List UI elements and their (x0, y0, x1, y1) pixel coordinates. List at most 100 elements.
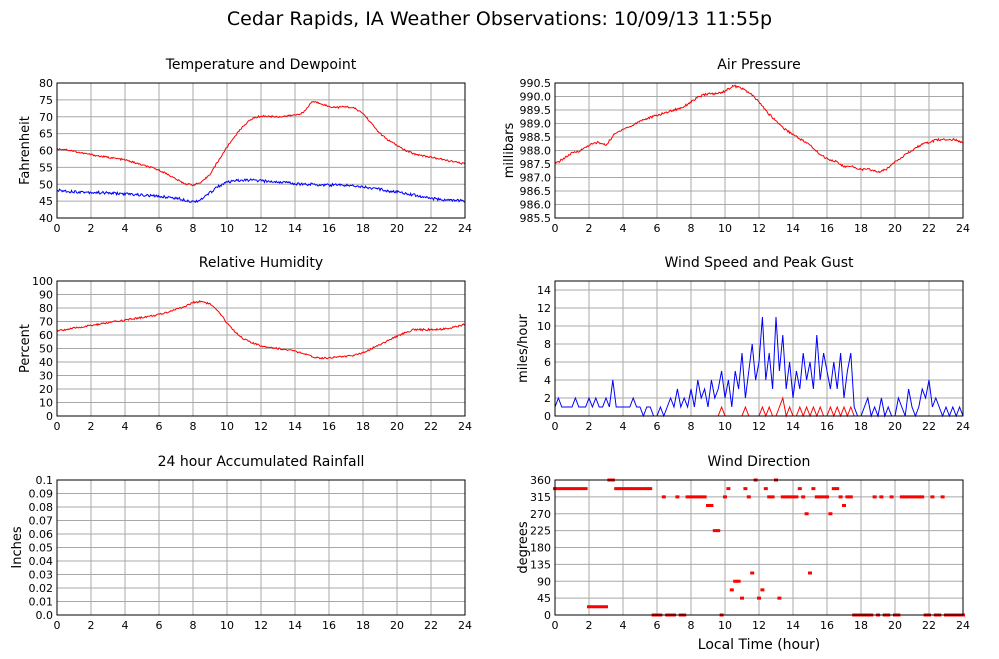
wind-x-tick-label: 0 (552, 420, 559, 433)
wind-x-tick-label: 2 (586, 420, 593, 433)
direction-x-tick-label: 10 (718, 619, 732, 632)
rain-x-tick-label: 0 (54, 619, 61, 632)
direction-y-tick-label: 45 (537, 592, 551, 605)
temp-y-tick-label: 80 (39, 77, 53, 90)
direction-point (638, 487, 642, 491)
rain-y-tick-label: 0.0 (36, 609, 54, 622)
pressure-y-tick-label: 985.5 (520, 212, 552, 225)
direction-point (828, 512, 833, 516)
direction-x-tick-label: 4 (620, 619, 627, 632)
direction-x-tick-label: 20 (888, 619, 902, 632)
direction-point (597, 605, 602, 609)
direction-point (590, 605, 595, 609)
direction-point (906, 495, 911, 499)
direction-point (716, 529, 721, 533)
direction-point (617, 487, 622, 491)
direction-y-tick-label: 270 (530, 508, 551, 521)
pressure-x-tick-label: 22 (922, 222, 936, 235)
direction-point (845, 495, 850, 499)
direction-point (634, 487, 639, 491)
temp-x-tick-label: 0 (54, 222, 61, 235)
direction-point (556, 487, 561, 491)
direction-point (831, 487, 836, 491)
direction-point (743, 487, 748, 491)
temp-chart-title: Temperature and Dewpoint (165, 57, 357, 73)
direction-point (723, 495, 727, 499)
direction-point (587, 605, 591, 609)
direction-x-tick-label: 18 (854, 619, 868, 632)
temp-x-tick-label: 8 (190, 222, 197, 235)
direction-point (811, 487, 816, 491)
direction-point (848, 495, 853, 499)
pressure-y-axis-label: millibars (502, 123, 517, 179)
wind-x-tick-label: 4 (620, 420, 627, 433)
pressure-x-tick-label: 16 (820, 222, 834, 235)
direction-point (842, 504, 846, 507)
pressure-y-tick-label: 990.0 (520, 91, 552, 104)
rain-x-tick-label: 10 (220, 619, 234, 632)
direction-point (821, 495, 826, 499)
direction-point (573, 487, 578, 491)
humidity-x-tick-label: 18 (356, 420, 370, 433)
pressure-y-tick-label: 987.0 (520, 172, 552, 185)
wind-x-tick-label: 16 (820, 420, 834, 433)
rain-x-tick-label: 22 (424, 619, 438, 632)
rain-y-tick-label: 0.03 (29, 569, 54, 582)
rain-y-tick-label: 0.06 (29, 528, 54, 541)
wind-x-tick-label: 10 (718, 420, 732, 433)
temp-x-tick-label: 24 (458, 222, 472, 235)
temp-x-tick-label: 14 (288, 222, 302, 235)
direction-y-tick-label: 0 (544, 609, 551, 622)
direction-y-tick-label: 360 (530, 474, 551, 487)
rain-x-tick-label: 14 (288, 619, 302, 632)
rain-y-tick-label: 0.09 (29, 488, 54, 501)
direction-point (570, 487, 574, 491)
rain-x-tick-label: 8 (190, 619, 197, 632)
humidity-y-tick-label: 20 (39, 383, 53, 396)
direction-chart-title: Wind Direction (708, 454, 811, 470)
humidity-y-tick-label: 70 (39, 316, 53, 329)
direction-point (675, 495, 680, 499)
direction-point (648, 487, 653, 491)
direction-point (583, 487, 588, 491)
wind-y-tick-label: 4 (544, 374, 551, 387)
temp-y-tick-label: 65 (39, 128, 53, 141)
pressure-y-tick-label: 989.5 (520, 104, 552, 117)
direction-point (709, 504, 714, 507)
pressure-x-tick-label: 6 (654, 222, 661, 235)
direction-point (801, 495, 806, 499)
wind-y-tick-label: 8 (544, 338, 551, 351)
direction-point (899, 495, 904, 499)
humidity-x-tick-label: 12 (254, 420, 268, 433)
wind-x-tick-label: 24 (956, 420, 970, 433)
direction-point (614, 487, 619, 491)
rain-chart-title: 24 hour Accumulated Rainfall (158, 454, 365, 470)
direction-point (825, 495, 829, 499)
pressure-y-tick-label: 988.5 (520, 131, 552, 144)
direction-point (763, 487, 768, 491)
temp-x-tick-label: 10 (220, 222, 234, 235)
rain-x-tick-label: 24 (458, 619, 472, 632)
wind-y-axis-label: miles/hour (516, 313, 531, 382)
rain-y-tick-label: 0.1 (36, 474, 54, 487)
humidity-y-tick-label: 10 (39, 397, 53, 410)
direction-point (689, 495, 693, 499)
temp-x-tick-label: 12 (254, 222, 268, 235)
direction-y-axis-label: degrees (516, 521, 531, 574)
temp-frame (56, 82, 466, 219)
wind-y-tick-label: 12 (537, 302, 551, 315)
direction-x-tick-label: 12 (752, 619, 766, 632)
direction-point (580, 487, 585, 491)
direction-point (706, 504, 710, 507)
pressure-x-tick-label: 20 (888, 222, 902, 235)
humidity-y-tick-label: 30 (39, 370, 53, 383)
direction-point (563, 487, 568, 491)
temp-x-tick-label: 4 (122, 222, 129, 235)
humidity-x-tick-label: 24 (458, 420, 472, 433)
rain-x-tick-label: 18 (356, 619, 370, 632)
humidity-x-tick-label: 2 (88, 420, 95, 433)
direction-point (784, 495, 789, 499)
rain-x-tick-label: 4 (122, 619, 129, 632)
direction-point (729, 588, 734, 592)
temp-y-tick-label: 75 (39, 94, 53, 107)
